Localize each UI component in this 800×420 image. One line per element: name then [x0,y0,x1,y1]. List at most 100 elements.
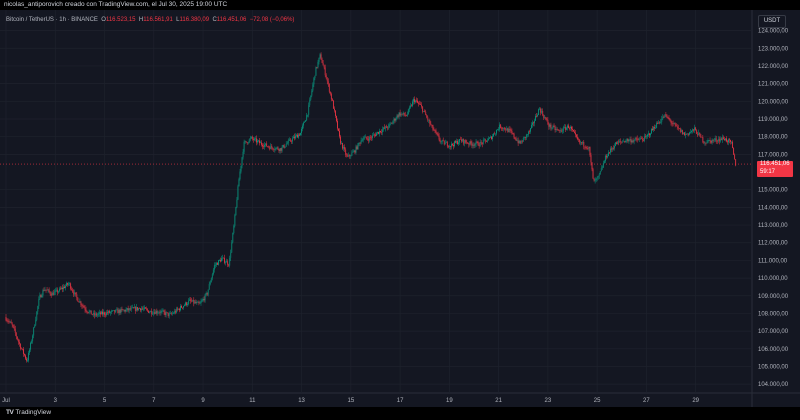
candle-body [586,148,588,149]
candle-body [573,130,574,132]
candle-body [613,148,614,149]
candle-body [431,125,433,126]
candle-body [406,113,408,116]
time-tick-label: 23 [545,398,552,404]
candle-body [357,143,359,150]
candle-body [200,301,202,304]
time-tick-label: 17 [397,398,404,404]
candle-body [452,143,453,146]
symbol-title[interactable]: Bitcoin / TetherUS · 1h · BINANCE [6,17,98,23]
candle-body [616,142,618,145]
candle-body [551,128,553,129]
candle-body [492,136,493,140]
time-tick-label: 13 [298,398,305,404]
candle-body [329,91,331,94]
candle-body [491,136,492,140]
candle-body [250,136,252,139]
candle-body [415,100,416,103]
candle-body [71,288,73,290]
candle-body [246,142,248,144]
candle-body [240,165,242,172]
candle-body [565,127,567,130]
candle-body [24,353,25,356]
candle-body [425,111,427,116]
candle-body [609,152,610,154]
candle-body [496,130,497,134]
candle-body [488,137,490,139]
candle-body [273,149,275,150]
candle-body [584,146,586,148]
chart-pane[interactable]: 124.000,00 123.000,00 122.000,00 121.000,00… [0,10,800,407]
candle-body [328,84,330,92]
candle-body [208,284,210,290]
candle-body [172,313,174,314]
candle-body [336,115,337,121]
candle-body [511,131,513,134]
candle-body [708,140,710,141]
candle-body [47,289,49,291]
candle-body [404,114,406,116]
candle-body [678,128,680,129]
tradingview-logo-text: TradingView [15,409,52,416]
candle-body [382,129,384,133]
candle-body [732,141,734,148]
candle-body [436,132,438,134]
candle-body [642,139,644,141]
candle-body [675,124,677,127]
price-tick-label: 117.000,00 [758,152,788,158]
candle-body [178,308,179,310]
candle-body [633,140,635,142]
tradingview-logo[interactable]: TV TradingView [6,409,51,416]
candle-body [469,141,471,145]
currency-button[interactable]: USDT [758,15,786,28]
candle-body [569,128,570,129]
candle-body [719,138,721,142]
candle-body [522,137,524,142]
candle-body [320,54,322,60]
candle-body [77,297,79,302]
candles [5,52,737,363]
candle-body [448,145,450,147]
price-tick-label: 123.000,00 [758,46,789,52]
candle-body [624,141,626,143]
tradingview-logo-icon: TV [6,409,14,416]
candle-body [35,319,37,326]
candlestick-chart[interactable]: 124.000,00 123.000,00 122.000,00 121.000,00… [0,10,800,407]
candle-body [191,300,193,302]
candle-body [321,59,323,63]
candle-body [341,143,342,144]
candle-body [368,137,370,141]
candle-body [50,294,52,296]
candle-body [499,124,501,130]
candle-body [167,312,169,316]
candle-body [407,109,409,114]
candle-body [588,147,590,149]
candle-body [395,118,397,121]
candle-body [296,134,297,136]
candle-body [706,142,708,144]
candle-body [674,123,676,125]
candle-body [75,292,77,295]
candle-body [397,115,399,117]
candle-body [413,99,414,102]
candle-body [634,138,636,141]
candle-body [51,292,53,296]
candle-body [23,349,24,354]
candle-body [312,84,314,91]
candle-body [475,141,477,145]
candle-body [334,108,335,111]
candle-body [711,139,713,143]
candle-body [111,310,113,313]
candle-body [521,141,523,142]
candle-body [209,282,211,285]
candle-body [714,138,716,140]
candle-body [326,78,328,82]
candle-body [478,145,480,147]
candle-body [597,175,599,178]
candle-body [304,121,306,123]
candle-body [180,305,181,311]
candle-body [222,257,223,259]
candle-body [656,122,658,128]
open-label: O [101,17,106,23]
candle-body [718,139,720,142]
